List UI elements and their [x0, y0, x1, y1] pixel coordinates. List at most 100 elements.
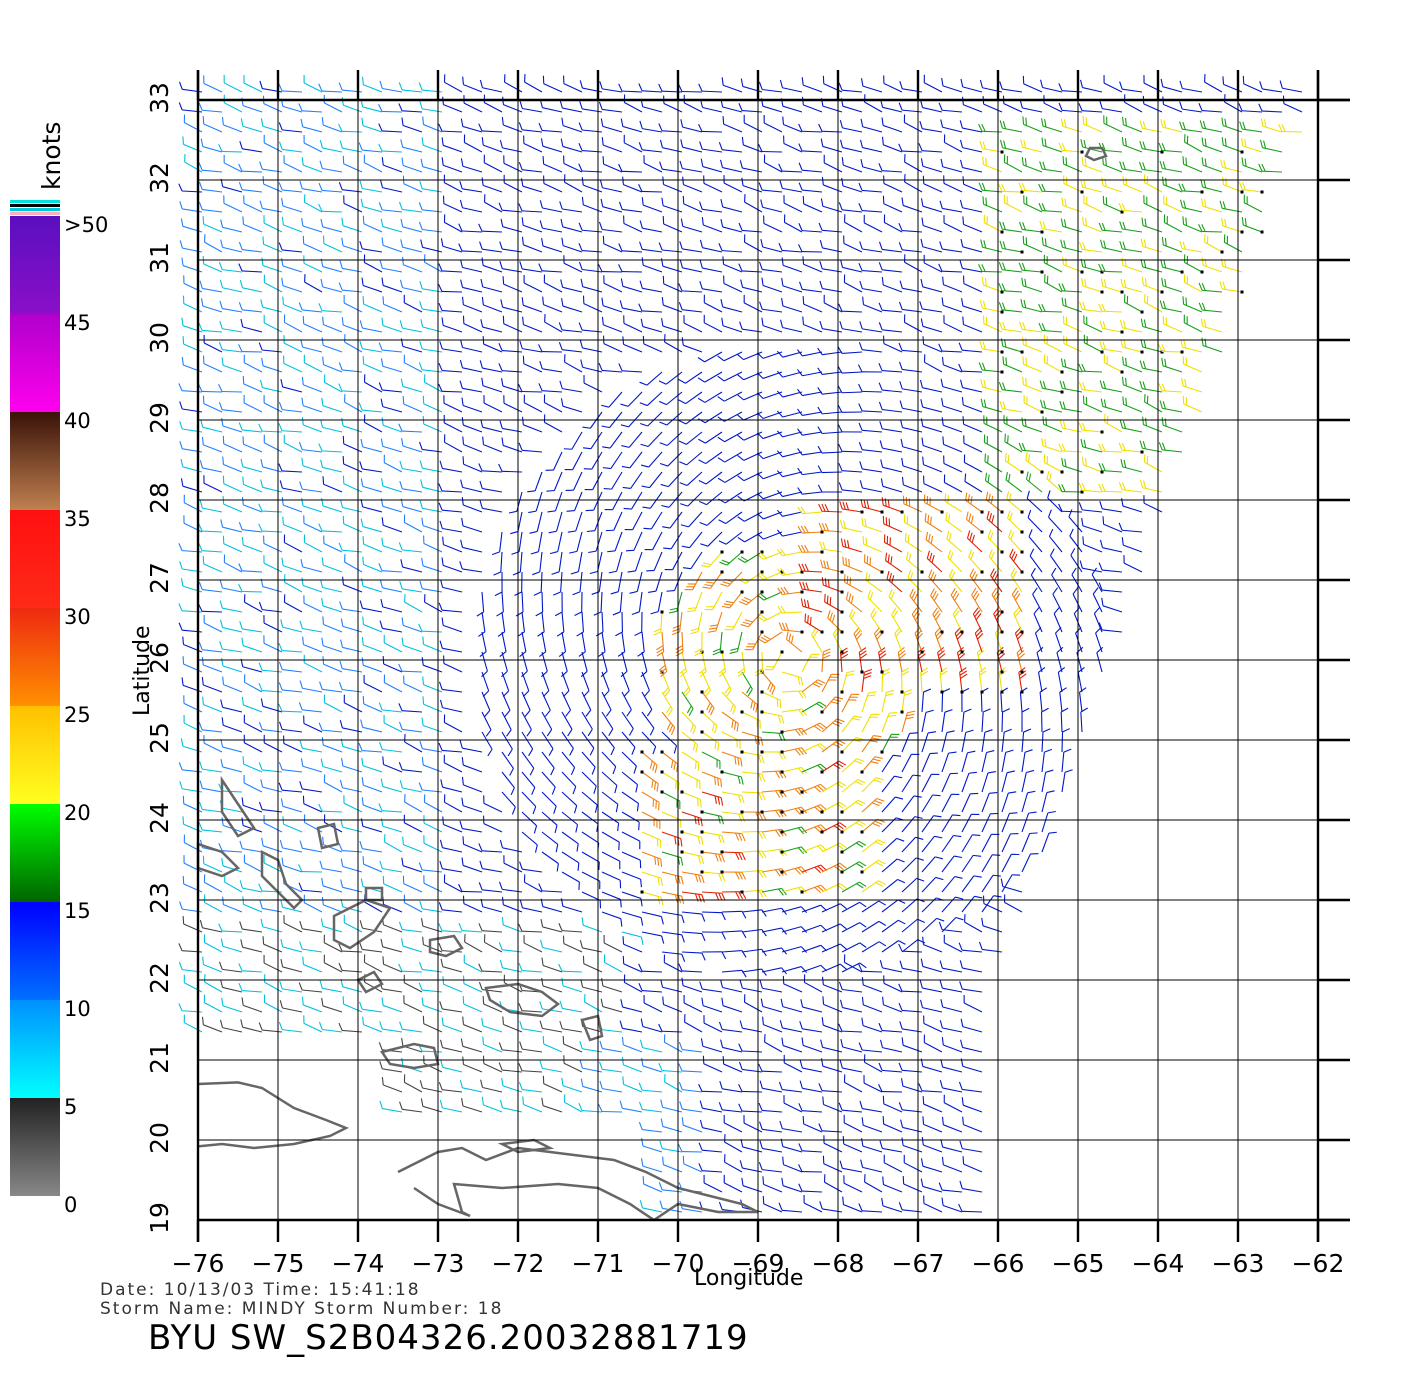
wind-barb: [738, 1043, 763, 1053]
wind-barb: [441, 557, 463, 573]
wind-barb: [399, 480, 423, 493]
wind-barb: [278, 761, 303, 773]
wind-barb: [380, 778, 403, 793]
lat-tick-label: 19: [145, 1202, 174, 1234]
wind-barb: [1200, 318, 1223, 333]
wind-barb: [998, 183, 1024, 194]
wind-barb: [499, 241, 523, 253]
wind-barb: [1242, 75, 1263, 93]
wind-barb: [563, 174, 583, 193]
wind-barb: [203, 614, 223, 633]
wind-barb: [239, 880, 263, 893]
wind-barb: [460, 479, 483, 493]
wind-barb: [1061, 457, 1083, 473]
wind-barb: [421, 757, 443, 773]
wind-barb: [959, 960, 983, 973]
x-axis-title: Longitude: [694, 1266, 804, 1291]
wind-barb: [878, 262, 903, 273]
wind-barb: [864, 1174, 883, 1193]
wind-barb: [982, 156, 1003, 173]
wind-barb: [1140, 318, 1163, 333]
wind-barb: [283, 434, 303, 453]
wind-barb: [1006, 491, 1024, 514]
wind-barb: [440, 958, 463, 973]
wind-barb: [760, 710, 785, 724]
wind-barb: [639, 1200, 663, 1213]
wind-barb: [1219, 200, 1243, 213]
wind-barb: [1102, 156, 1123, 173]
wind-barb: [639, 371, 663, 386]
wind-barb: [1139, 440, 1163, 453]
wind-barb: [218, 143, 243, 153]
wind-barb: [958, 363, 983, 373]
wind-barb: [578, 222, 603, 233]
wind-barb: [599, 81, 623, 93]
wind-barb: [919, 120, 943, 133]
wind-barb: [798, 1164, 823, 1173]
wind-barb: [820, 760, 846, 774]
wind-barb: [1069, 528, 1083, 553]
wind-barb: [661, 831, 683, 847]
wind-barb: [881, 837, 905, 853]
wind-barb: [661, 197, 683, 213]
wind-barb: [741, 671, 753, 697]
wind-barb: [198, 801, 223, 813]
wind-barb: [797, 349, 823, 357]
wind-barb: [517, 611, 525, 637]
wind-barb: [757, 611, 783, 622]
wind-barb: [757, 570, 784, 581]
wind-barb: [1061, 748, 1072, 773]
wind-barb: [299, 921, 323, 933]
wind-barb: [498, 463, 523, 473]
wind-barb: [797, 369, 823, 377]
wind-barb: [700, 1038, 723, 1053]
wind-barb: [661, 851, 684, 866]
wind-barb: [918, 143, 943, 153]
wind-barb: [1123, 294, 1144, 314]
wind-barb: [983, 415, 1003, 433]
wind-barb: [303, 255, 323, 273]
wind-barb: [478, 963, 503, 973]
wind-barb: [980, 239, 1003, 253]
wind-barb: [1001, 812, 1018, 833]
wind-barb: [584, 471, 603, 491]
wind-barb: [461, 517, 483, 533]
wind-barb: [1161, 236, 1183, 253]
wind-barb: [278, 782, 303, 793]
wind-barb: [901, 457, 923, 473]
wind-barb: [1011, 587, 1023, 613]
wind-barb: [460, 279, 483, 293]
lat-tick-label: 27: [145, 562, 174, 594]
wind-barb: [901, 795, 922, 813]
wind-barb: [861, 713, 880, 733]
wind-barb: [461, 497, 483, 513]
wind-barb: [1158, 383, 1183, 393]
wind-barb: [839, 120, 863, 133]
wind-barb: [999, 400, 1023, 413]
wind-barb: [941, 297, 963, 313]
wind-barb: [1098, 562, 1123, 573]
wind-barb: [640, 770, 659, 792]
wind-barb: [519, 340, 543, 353]
colorbar-band: [10, 412, 60, 510]
wind-barb: [1081, 157, 1103, 173]
wind-barb: [1021, 832, 1038, 853]
wind-barb: [362, 296, 383, 313]
wind-barb: [1098, 303, 1123, 313]
wind-barb: [421, 517, 443, 533]
colorbar-tick-label: 40: [64, 409, 91, 433]
wind-barb: [658, 1023, 683, 1033]
wind-barb: [241, 797, 263, 813]
wind-barb: [941, 356, 963, 373]
wind-barb: [362, 616, 383, 633]
wind-barb: [878, 401, 903, 413]
wind-barb: [342, 576, 363, 593]
wind-barb: [1083, 315, 1103, 333]
wind-barb: [202, 115, 223, 133]
wind-barb: [641, 851, 663, 867]
wind-barb: [921, 856, 943, 873]
wind-barb: [563, 255, 583, 273]
wind-barb: [937, 646, 946, 673]
wind-barb: [781, 1177, 803, 1193]
wind-barb: [621, 751, 637, 774]
